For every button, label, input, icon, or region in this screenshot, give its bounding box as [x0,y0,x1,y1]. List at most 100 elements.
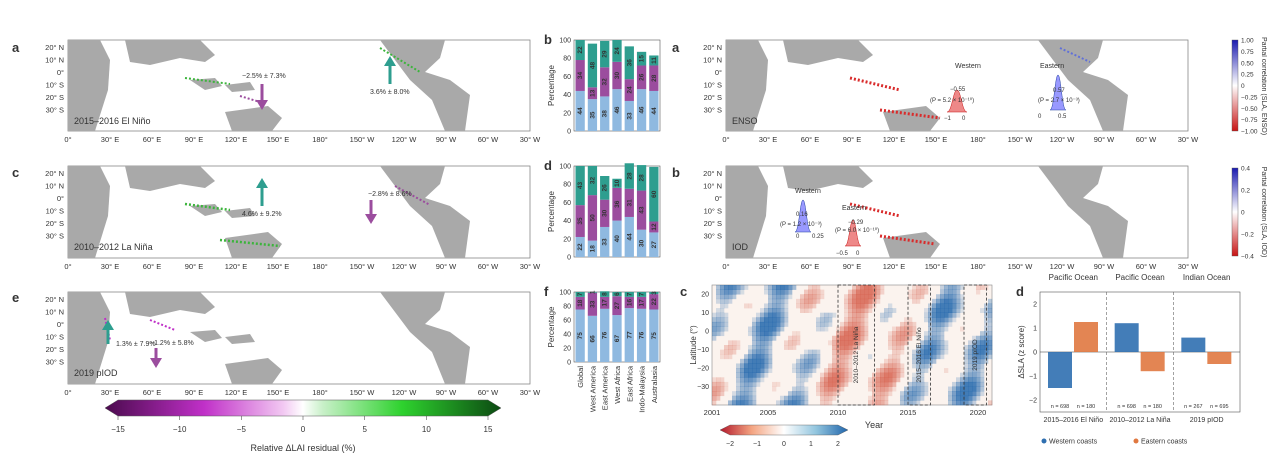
heatmap-cell [792,340,797,346]
heatmap-cell [888,354,893,360]
data-label: 43 [577,182,584,190]
heatmap-cell [760,335,765,341]
n-label: n = 180 [1077,404,1096,410]
heatmap-cell [988,326,993,332]
heatmap-cell [932,354,937,360]
heatmap-cell [860,289,865,295]
heatmap-cell [764,335,769,341]
heatmap-cell [976,354,981,360]
heatmap-cell [916,294,921,300]
heatmap-cell [868,400,873,406]
heatmap-cell [964,368,969,373]
heatmap-cell [736,391,741,397]
heatmap-cell [944,317,949,323]
heatmap-cell [848,289,853,295]
heatmap-cell [760,312,765,318]
heatmap-cell [784,395,789,401]
heatmap-cell [788,400,793,406]
heatmap-cell [952,400,957,406]
heatmap-cell [752,358,757,364]
heatmap-cell [892,363,897,369]
heatmap-cell [732,349,737,355]
heatmap-cell [764,372,769,378]
heatmap-cell [872,285,877,290]
heatmap-cell [748,358,753,364]
heatmap-cell [880,400,885,406]
colorbar-enso: 1.00 0.75 0.50 0.25 0 −0.25 −0.50 −0.75 −1.00 Pa… [1231,37,1267,136]
data-label: 40 [614,235,621,243]
bar-segment [649,221,659,233]
bar-segment [636,292,647,297]
heatmap-cell [736,285,741,290]
heatmap-cell [744,358,749,364]
heatmap-cell [752,354,757,360]
heatmap-cell [848,317,853,323]
y-tick-label: 100 [559,38,571,45]
longitude-label: 180° [970,262,986,271]
y-tick-label: −20 [697,366,709,373]
heatmap-cell [796,377,801,383]
heatmap-cell [756,368,761,373]
heatmap-cell [896,335,901,341]
longitude-label: 150° E [925,135,948,144]
x-tick-label: 2020 [970,408,987,417]
heatmap-cell [724,326,729,332]
longitude-label: 90° W [436,135,457,144]
heatmap-cell [940,349,945,355]
annotation-east: 3.6% ± 8.0% [370,89,410,96]
y-tick-label: 100 [559,290,571,297]
heatmap-cell [844,372,849,378]
heatmap-cell [848,298,853,304]
heatmap-cell [776,381,781,387]
heatmap-cell [832,368,837,373]
land-asia [783,40,873,65]
heatmap-cell [956,308,961,313]
heatmap-cell [720,331,725,337]
heatmap-cell [764,312,769,318]
colorbar-label: Partial correlation (SLA, IOD) [1260,167,1267,258]
heatmap-cell [756,321,761,327]
heatmap-cell [936,335,941,341]
heatmap-cell [912,400,917,406]
heatmap-cell [848,303,853,309]
heatmap-cell [912,386,917,392]
ocean-label: Indian Ocean [1183,273,1231,282]
bar-segment [600,176,610,200]
heatmap-cell [880,368,885,373]
data-label: 35 [589,111,596,119]
heatmap-cell [812,358,817,364]
bar-segment [624,296,634,309]
heatmap-cell [892,326,897,332]
heatmap-cell [740,400,745,406]
bar [1048,352,1072,388]
heatmap-cell [904,317,909,323]
longitude-label: 30° W [1178,135,1199,144]
heatmap-cell [888,303,893,309]
colorbar-label: Relative ΔLAI residual (%) [250,443,355,453]
heatmap-cell [932,317,937,323]
bar-segment [624,292,634,297]
heatmap-cell [784,400,789,406]
heatmap-cell [920,285,925,290]
heatmap-cell [896,363,901,369]
heatmap-cell [868,289,873,295]
heatmap-cell [800,381,805,387]
heatmap-cell [924,312,929,318]
heatmap-cell [776,303,781,309]
bar-segment [575,292,585,297]
heatmap-cell [780,294,785,300]
heatmap-cell [736,368,741,373]
heatmap-cell [952,312,957,318]
heatmap-cell [840,321,845,327]
heatmap-cell [988,321,993,327]
event-label: 2019 pIOD [74,368,118,378]
heatmap-cell [840,340,845,346]
heatmap-cell [824,381,829,387]
heatmap-cell [716,377,721,383]
heatmap-cell [776,308,781,313]
bar-segment [587,240,598,257]
longitude-label: 180° [312,262,328,271]
heatmap-cell [744,303,749,309]
heatmap-cell [852,349,857,355]
